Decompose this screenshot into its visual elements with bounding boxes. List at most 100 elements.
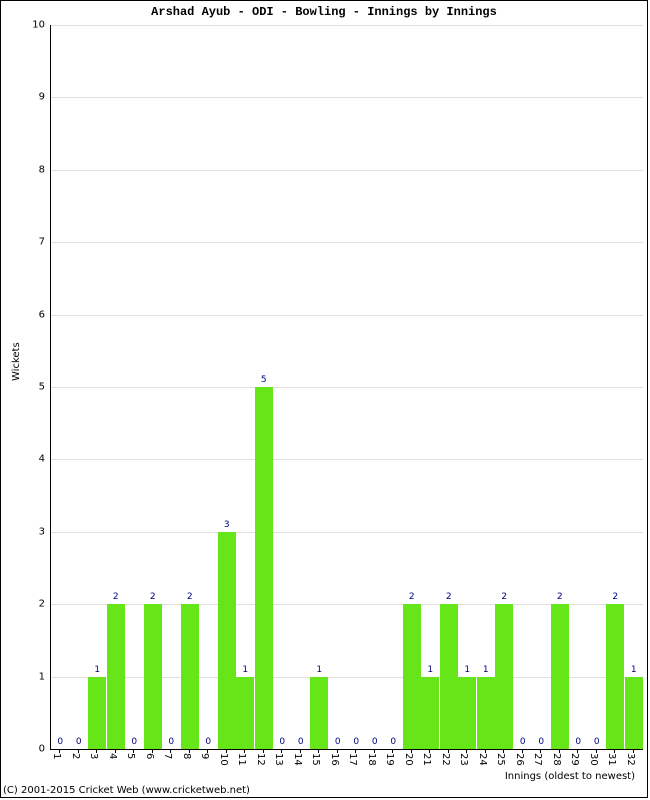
gridline [51,459,643,460]
bar [606,604,624,749]
x-tick-label: 23 [458,753,469,773]
bar [477,677,495,749]
bar-value-label: 1 [458,665,476,675]
bar-value-label: 0 [347,737,365,747]
bar-value-label: 0 [162,737,180,747]
x-tick-label: 24 [477,753,488,773]
bar-value-label: 0 [588,737,606,747]
bar [144,604,162,749]
x-tick-label: 28 [551,753,562,773]
x-tick-label: 2 [70,753,81,773]
y-axis-label: Wickets [11,342,22,381]
bar-value-label: 0 [292,737,310,747]
x-tick-label: 12 [255,753,266,773]
bar-value-label: 0 [199,737,217,747]
x-tick-label: 30 [588,753,599,773]
bar [310,677,328,749]
x-tick-label: 21 [421,753,432,773]
x-tick-label: 16 [329,753,340,773]
gridline [51,170,643,171]
x-tick-label: 1 [51,753,62,773]
bar-value-label: 0 [329,737,347,747]
bar [495,604,513,749]
bar-value-label: 2 [107,592,125,602]
bar-value-label: 1 [88,665,106,675]
bar-value-label: 0 [51,737,69,747]
x-tick-label: 3 [88,753,99,773]
bar-value-label: 0 [384,737,402,747]
bar-value-label: 0 [514,737,532,747]
bar-value-label: 0 [569,737,587,747]
x-tick-label: 32 [625,753,636,773]
bar [458,677,476,749]
plot-area: 00120202031500100002121120020021 [50,25,643,750]
bar-value-label: 1 [236,665,254,675]
y-tick-label: 3 [15,526,45,537]
y-tick-label: 10 [15,20,45,31]
x-tick-label: 25 [495,753,506,773]
x-tick-label: 13 [273,753,284,773]
bar [403,604,421,749]
bar-value-label: 2 [181,592,199,602]
bar-value-label: 2 [403,592,421,602]
x-tick-label: 6 [144,753,155,773]
bar [255,387,273,749]
bar-value-label: 0 [532,737,550,747]
bar-value-label: 0 [70,737,88,747]
bar [236,677,254,749]
x-tick-label: 4 [107,753,118,773]
x-tick-label: 8 [181,753,192,773]
x-tick-label: 27 [532,753,543,773]
x-tick-label: 18 [366,753,377,773]
x-tick-label: 9 [199,753,210,773]
y-tick-label: 5 [15,382,45,393]
y-tick-label: 8 [15,164,45,175]
bar-value-label: 0 [366,737,384,747]
bar-value-label: 2 [606,592,624,602]
y-tick-label: 4 [15,454,45,465]
bar-value-label: 0 [273,737,291,747]
bar [625,677,643,749]
gridline [51,25,643,26]
y-tick-label: 1 [15,671,45,682]
bar [421,677,439,749]
copyright-text: (C) 2001-2015 Cricket Web (www.cricketwe… [3,785,250,796]
bar [440,604,458,749]
bar-value-label: 3 [218,520,236,530]
gridline [51,97,643,98]
x-tick-label: 20 [403,753,414,773]
bar-value-label: 2 [144,592,162,602]
bar-value-label: 1 [310,665,328,675]
x-tick-label: 7 [162,753,173,773]
x-tick-label: 19 [384,753,395,773]
chart-frame: Arshad Ayub - ODI - Bowling - Innings by… [0,0,648,798]
bar [218,532,236,749]
gridline [51,242,643,243]
bar [551,604,569,749]
x-tick-label: 14 [292,753,303,773]
y-tick-label: 7 [15,237,45,248]
y-tick-label: 6 [15,309,45,320]
bar-value-label: 1 [421,665,439,675]
bar-value-label: 2 [495,592,513,602]
x-tick-label: 11 [236,753,247,773]
bar-value-label: 2 [440,592,458,602]
bar-value-label: 1 [625,665,643,675]
x-tick-label: 22 [440,753,451,773]
x-tick-label: 17 [347,753,358,773]
gridline [51,532,643,533]
bar [88,677,106,749]
x-tick-label: 5 [125,753,136,773]
bar-value-label: 5 [255,375,273,385]
bar [181,604,199,749]
gridline [51,387,643,388]
bar-value-label: 2 [551,592,569,602]
x-tick-label: 29 [569,753,580,773]
y-tick-label: 2 [15,599,45,610]
y-tick-label: 0 [15,744,45,755]
x-tick-label: 15 [310,753,321,773]
bar [107,604,125,749]
gridline [51,315,643,316]
bar-value-label: 0 [125,737,143,747]
x-tick-label: 31 [606,753,617,773]
